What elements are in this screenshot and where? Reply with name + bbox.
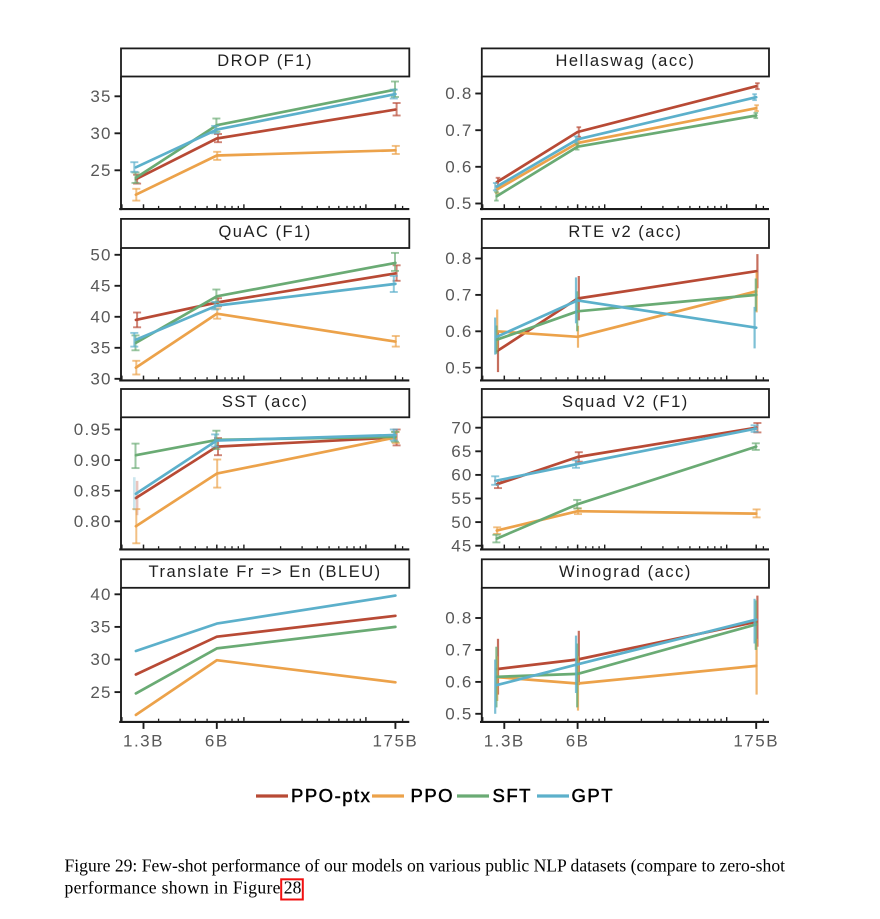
svg-text:6B: 6B <box>205 731 229 750</box>
svg-text:Winograd (acc): Winograd (acc) <box>559 563 692 581</box>
svg-text:0.5: 0.5 <box>445 358 472 377</box>
svg-text:1.3B: 1.3B <box>123 731 164 750</box>
svg-text:35: 35 <box>90 618 111 637</box>
svg-text:175B: 175B <box>373 731 419 750</box>
svg-text:0.5: 0.5 <box>445 705 472 724</box>
svg-text:25: 25 <box>90 683 111 702</box>
svg-text:0.85: 0.85 <box>74 481 112 500</box>
svg-text:DROP (F1): DROP (F1) <box>217 52 313 70</box>
svg-text:25: 25 <box>90 161 111 180</box>
svg-text:60: 60 <box>451 466 472 485</box>
svg-text:0.8: 0.8 <box>445 609 472 628</box>
svg-text:65: 65 <box>451 442 472 461</box>
svg-text:30: 30 <box>90 650 111 669</box>
svg-text:55: 55 <box>451 489 472 508</box>
svg-text:30: 30 <box>90 124 111 143</box>
svg-text:SFT: SFT <box>493 785 532 806</box>
svg-text:0.6: 0.6 <box>445 673 472 692</box>
svg-text:1.3B: 1.3B <box>484 731 525 750</box>
svg-text:Translate Fr => En (BLEU): Translate Fr => En (BLEU) <box>149 563 382 581</box>
svg-text:40: 40 <box>90 585 111 604</box>
svg-text:30: 30 <box>90 370 111 389</box>
svg-text:45: 45 <box>451 536 472 555</box>
svg-text:GPT: GPT <box>572 785 615 806</box>
svg-text:0.8: 0.8 <box>445 249 472 268</box>
svg-text:0.7: 0.7 <box>445 121 472 140</box>
svg-text:45: 45 <box>90 277 111 296</box>
svg-text:performance shown in Figure: performance shown in Figure <box>65 878 281 898</box>
svg-text:175B: 175B <box>733 731 779 750</box>
svg-text:40: 40 <box>90 308 111 327</box>
svg-text:70: 70 <box>451 418 472 437</box>
svg-text:0.6: 0.6 <box>445 158 472 177</box>
svg-text:Hellaswag (acc): Hellaswag (acc) <box>555 52 695 70</box>
svg-text:6B: 6B <box>566 731 590 750</box>
svg-text:50: 50 <box>90 246 111 265</box>
svg-text:PPO: PPO <box>411 785 455 806</box>
svg-text:35: 35 <box>90 339 111 358</box>
svg-text:50: 50 <box>451 513 472 532</box>
svg-text:SST (acc): SST (acc) <box>222 393 309 411</box>
svg-text:0.7: 0.7 <box>445 286 472 305</box>
svg-text:0.7: 0.7 <box>445 641 472 660</box>
svg-text:Squad V2 (F1): Squad V2 (F1) <box>562 393 689 411</box>
svg-text:35: 35 <box>90 87 111 106</box>
svg-text:0.90: 0.90 <box>74 451 112 470</box>
svg-text:0.8: 0.8 <box>445 84 472 103</box>
svg-text:0.95: 0.95 <box>74 420 112 439</box>
svg-text:28: 28 <box>284 878 302 898</box>
svg-text:QuAC (F1): QuAC (F1) <box>218 223 311 241</box>
svg-text:RTE v2 (acc): RTE v2 (acc) <box>568 223 682 241</box>
svg-text:0.5: 0.5 <box>445 194 472 213</box>
svg-text:Figure 29: Few-shot performanc: Figure 29: Few-shot performance of our m… <box>65 856 786 876</box>
svg-text:0.6: 0.6 <box>445 322 472 341</box>
svg-text:PPO-ptx: PPO-ptx <box>291 785 371 806</box>
svg-text:0.80: 0.80 <box>74 512 112 531</box>
